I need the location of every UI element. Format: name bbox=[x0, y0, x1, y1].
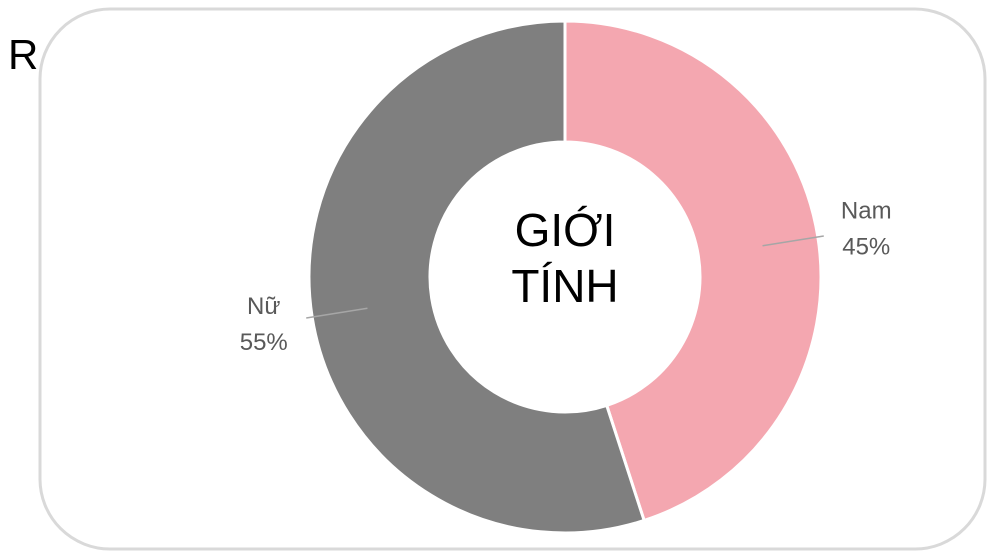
category-label: Nam bbox=[841, 198, 892, 225]
chart-title: GIỚI TÍNH bbox=[511, 204, 619, 312]
value-label: 55% bbox=[240, 329, 288, 356]
donut-slice bbox=[563, 19, 823, 523]
donut-slice bbox=[307, 19, 646, 535]
frame bbox=[38, 7, 987, 551]
leader-line bbox=[306, 307, 368, 319]
value-label: 45% bbox=[842, 234, 890, 261]
category-label: Nữ bbox=[247, 293, 280, 320]
fragment-text: R bbox=[8, 31, 38, 78]
leader-line bbox=[762, 235, 824, 247]
